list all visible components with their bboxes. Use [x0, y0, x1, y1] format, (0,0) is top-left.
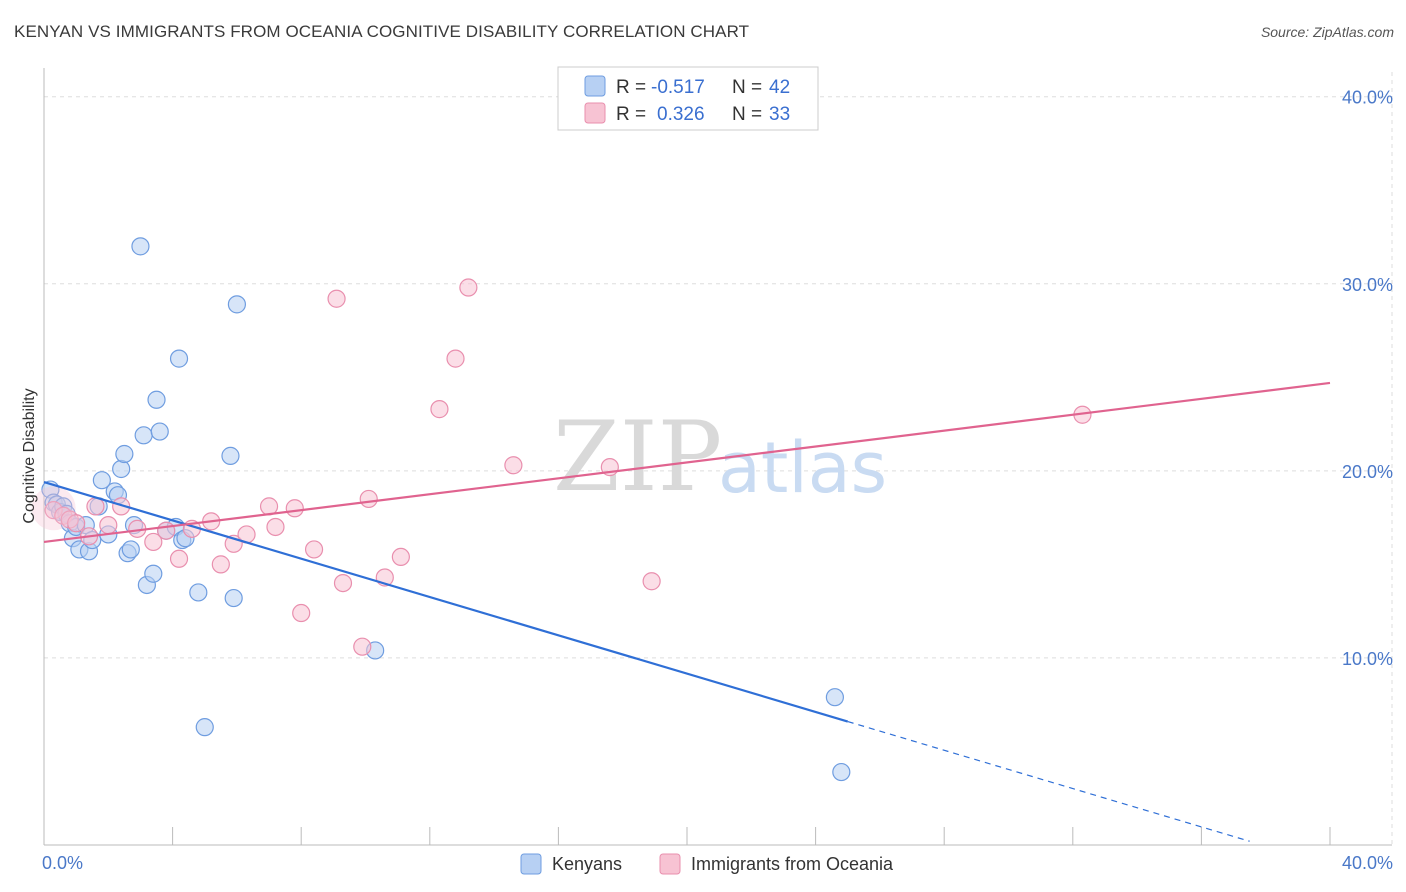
oceania-point-22 [327, 289, 346, 308]
legend-n-label-2: N = [732, 104, 762, 125]
correlation-legend: R = -0.517 N = 42 R = 0.326 N = 33 [557, 66, 819, 131]
legend-n-value-1: 42 [769, 77, 790, 98]
oceania-point-14 [211, 555, 230, 574]
kenyans-point-21 [121, 540, 140, 559]
x-tick-label-min: 0.0% [42, 853, 83, 873]
legend-r-label-1: R = [616, 77, 646, 98]
kenyans-point-26 [144, 564, 163, 583]
legend-n-value-2: 33 [769, 104, 790, 125]
legend-r-label-2: R = [616, 104, 646, 125]
oceania-point-27 [391, 547, 410, 567]
axes [43, 68, 1392, 846]
kenyans-point-19 [115, 444, 134, 464]
oceania-point-19 [285, 499, 304, 518]
oceania-point-9 [144, 532, 163, 552]
oceania-point-11 [169, 549, 189, 568]
oceania-point-29 [446, 349, 465, 368]
oceania-point-23 [333, 573, 353, 593]
oceania-point-18 [266, 517, 285, 537]
watermark-zip: ZIP [553, 401, 722, 513]
oceania-point-5 [86, 497, 105, 516]
legend-r-value-1: -0.517 [651, 77, 705, 98]
oceania-point-20 [292, 603, 311, 623]
kenyans-point-28 [150, 422, 169, 441]
oceania-point-31 [504, 456, 523, 475]
oceania-point-30 [459, 278, 478, 297]
legend-r-value-2: 0.326 [657, 104, 705, 125]
series-legend-kenyans: Kenyans [552, 854, 622, 874]
kenyans-point-37 [224, 588, 243, 608]
watermark-atlas: atlas [718, 427, 887, 509]
legend-n-label-1: N = [732, 77, 762, 98]
kenyans-point-41 [832, 762, 851, 782]
kenyans-point-23 [131, 237, 150, 256]
series-kenyans-points [41, 237, 851, 782]
x-tick-labels: 0.0% 40.0% [42, 853, 1393, 873]
series-legend-swatch-oceania [659, 853, 681, 875]
series-legend: Kenyans Immigrants from Oceania [520, 853, 894, 875]
legend-swatch-oceania [584, 102, 606, 124]
trend-lines [43, 381, 1331, 842]
kenyans-point-36 [221, 446, 240, 465]
x-tick-label-max: 40.0% [1342, 853, 1393, 873]
kenyans-point-34 [189, 583, 208, 602]
kenyans-point-40 [825, 688, 844, 707]
y-tick-label-30: 30.0% [1342, 275, 1393, 295]
y-axis-label: Cognitive Disability [21, 388, 38, 523]
kenyans-trend-extension [847, 720, 1250, 842]
series-oceania-points [31, 278, 1092, 656]
legend-swatch-kenyans [584, 75, 606, 97]
y-tick-label-20: 20.0% [1342, 462, 1393, 482]
oceania-point-10 [157, 521, 176, 540]
kenyans-point-14 [92, 471, 111, 490]
kenyans-trend-line [43, 481, 849, 723]
oceania-point-7 [112, 497, 131, 516]
oceania-trend-line [43, 381, 1331, 544]
grid-lines [44, 72, 1393, 845]
kenyans-point-35 [195, 718, 214, 737]
watermark: ZIP atlas [553, 401, 887, 513]
series-legend-swatch-kenyans [520, 853, 542, 875]
kenyans-point-27 [147, 390, 166, 409]
y-tick-labels: 10.0% 20.0% 30.0% 40.0% [1342, 88, 1393, 669]
y-tick-label-10: 10.0% [1342, 649, 1393, 669]
kenyans-point-31 [169, 349, 189, 368]
kenyans-point-24 [134, 426, 153, 445]
oceania-cluster-bubble [31, 486, 76, 531]
oceania-point-33 [642, 572, 661, 591]
oceania-point-28 [430, 400, 449, 419]
series-legend-oceania: Immigrants from Oceania [691, 854, 894, 874]
kenyans-point-18 [112, 459, 131, 479]
oceania-point-6 [99, 516, 118, 535]
source-label: Source: ZipAtlas.com [1260, 24, 1394, 40]
kenyans-point-38 [227, 295, 246, 314]
oceania-point-25 [359, 489, 378, 509]
oceania-point-21 [304, 540, 324, 559]
oceania-point-24 [353, 637, 372, 656]
chart-title: KENYAN VS IMMIGRANTS FROM OCEANIA COGNIT… [14, 22, 750, 41]
y-tick-label-40: 40.0% [1342, 88, 1393, 108]
oceania-point-3 [67, 514, 86, 533]
